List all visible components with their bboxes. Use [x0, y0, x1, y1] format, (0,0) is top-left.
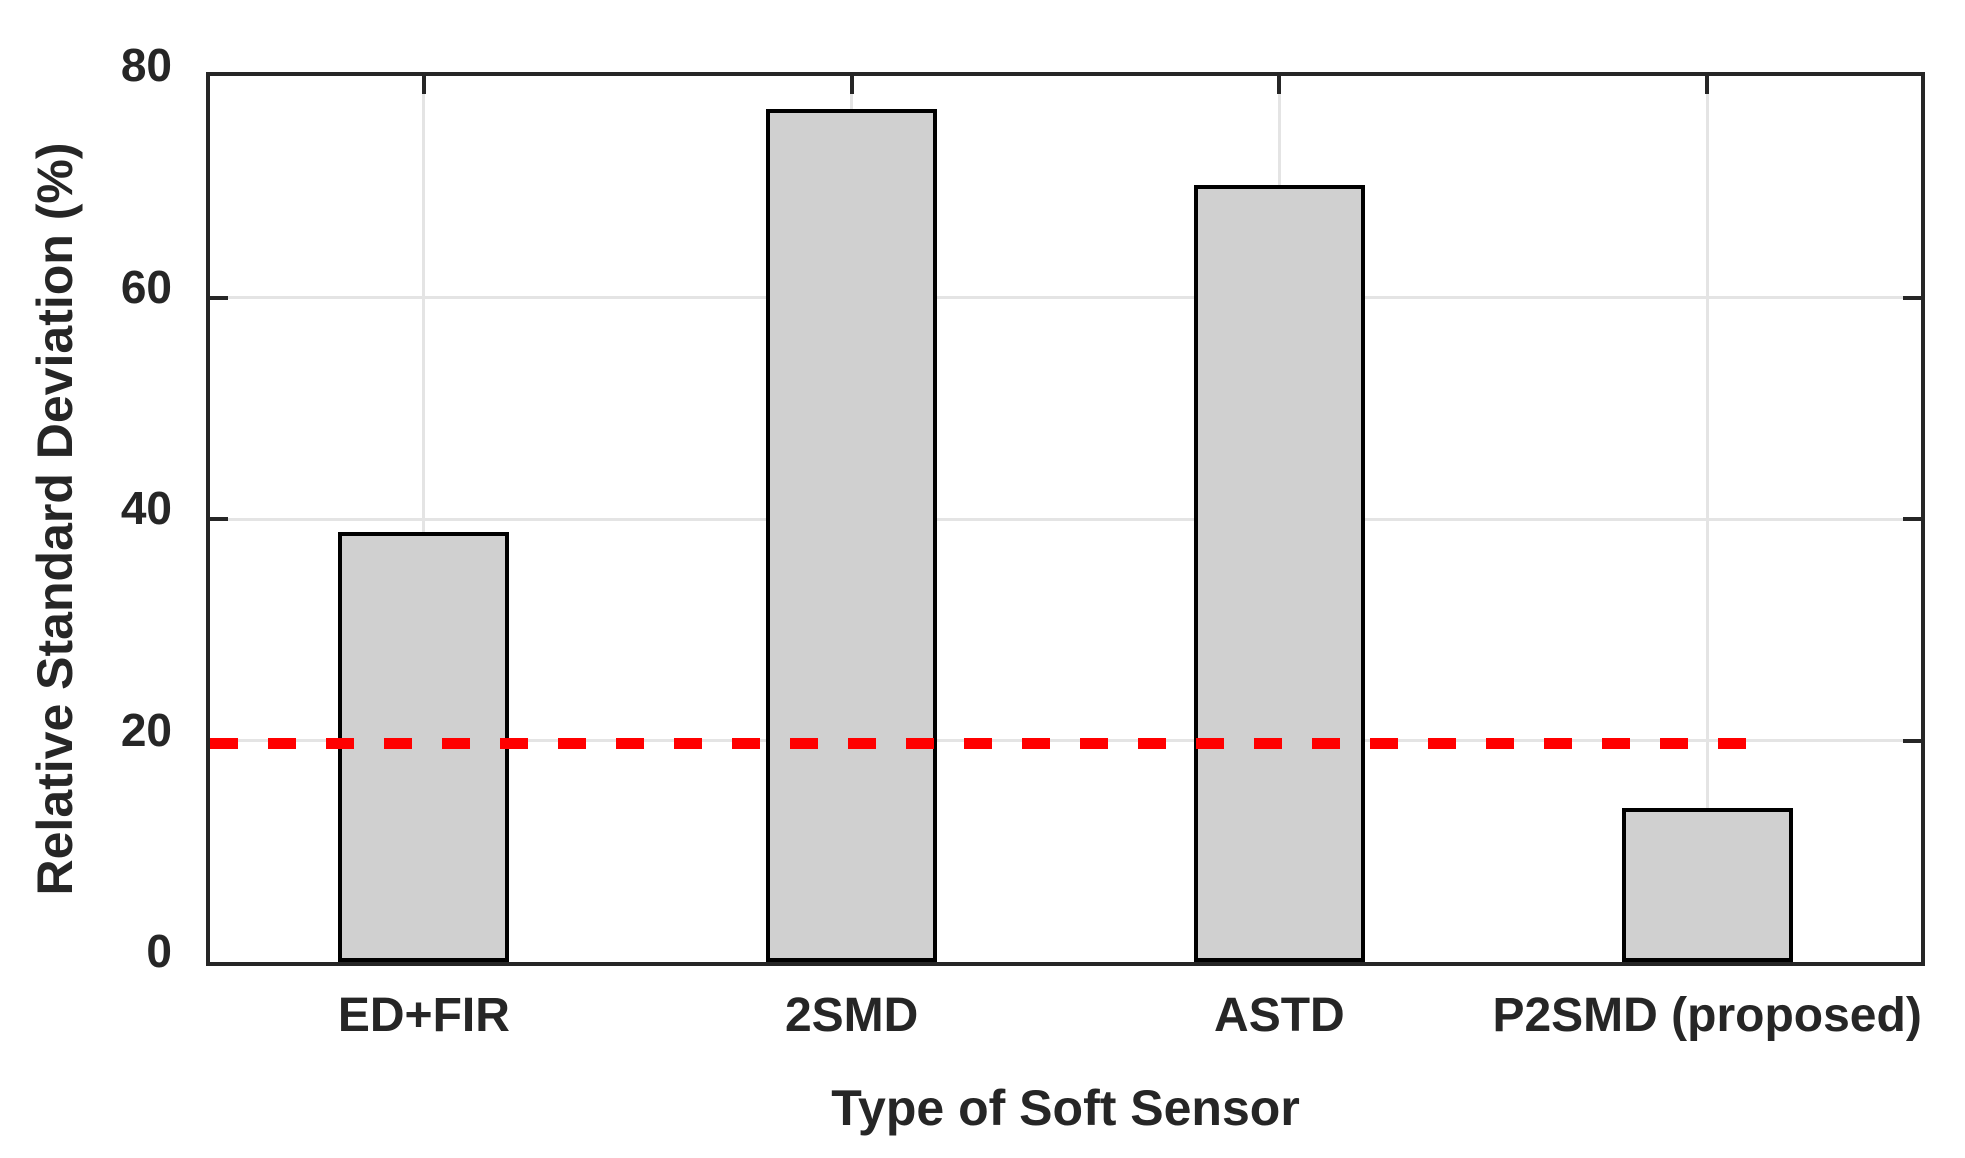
- y-tick-label: 20: [120, 703, 172, 756]
- x-gridline: [422, 76, 426, 962]
- x-tick-mark-top: [421, 76, 426, 94]
- x-tick-mark-top: [1705, 76, 1710, 94]
- x-tick-label: 2SMD: [784, 989, 919, 1042]
- y-tick-mark-right: [1903, 517, 1921, 521]
- x-axis-title: Type of Soft Sensor: [831, 1080, 1300, 1136]
- bar-2smd: [766, 109, 938, 962]
- bar-astd: [1193, 185, 1365, 962]
- y-tick-mark-right: [1903, 738, 1921, 743]
- y-tick-label: 60: [120, 260, 172, 313]
- plot-area: [206, 72, 1925, 966]
- y-tick-mark-left: [210, 517, 228, 521]
- y-tick-label: 0: [146, 925, 172, 977]
- x-tick-label: ED+FIR: [337, 989, 510, 1042]
- y-axis-title: Relative Standard Deviation (%): [27, 142, 83, 896]
- reference-line: [210, 738, 1758, 750]
- y-gridline: [210, 296, 1921, 299]
- y-tick-mark-right: [1903, 295, 1921, 300]
- x-tick-mark-top: [1277, 76, 1282, 94]
- x-tick-label: ASTD: [1214, 989, 1345, 1042]
- y-tick-mark-left: [210, 295, 228, 300]
- x-tick-label: P2SMD (proposed): [1492, 989, 1922, 1042]
- bar-p2smd-proposed-: [1621, 808, 1793, 962]
- y-tick-label: 80: [120, 39, 172, 91]
- x-tick-mark-top: [849, 76, 854, 94]
- y-gridline: [210, 517, 1921, 521]
- x-gridline: [1705, 76, 1709, 962]
- y-tick-label: 40: [120, 482, 172, 534]
